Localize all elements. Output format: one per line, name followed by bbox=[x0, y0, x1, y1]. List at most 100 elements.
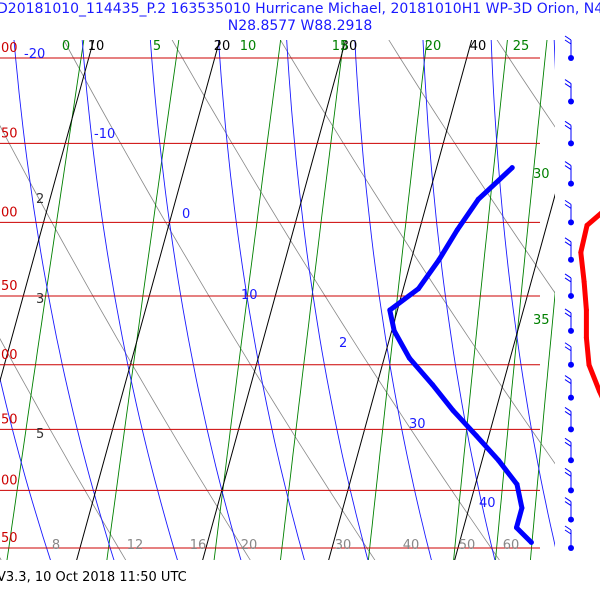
isotherm-line bbox=[454, 193, 555, 560]
wind-barb-flag bbox=[564, 165, 572, 171]
bottom-label: 20 bbox=[241, 538, 258, 553]
moist-adiabat-label: 40 bbox=[479, 496, 496, 511]
dry-adiabat bbox=[0, 125, 251, 560]
wind-barb-dot bbox=[568, 361, 574, 368]
wind-barb-dot bbox=[568, 292, 574, 299]
dewpoint-point bbox=[436, 257, 442, 263]
bottom-label: 8 bbox=[52, 538, 60, 553]
moist-adiabat bbox=[422, 40, 496, 560]
wind-barb-flag bbox=[564, 241, 572, 247]
moist-adiabat-label: -20 bbox=[24, 47, 45, 62]
moist-adiabat bbox=[490, 40, 555, 548]
top-temp-label: 30 bbox=[341, 39, 358, 54]
temperature-point bbox=[578, 249, 584, 255]
wind-barb-dot bbox=[568, 219, 574, 226]
wind-barb-flag bbox=[564, 203, 572, 209]
wind-barb-flag bbox=[564, 410, 572, 416]
top-mixing-label: 20 bbox=[425, 39, 442, 54]
bottom-label: 12 bbox=[127, 538, 144, 553]
pressure-label: 50 bbox=[1, 412, 18, 427]
wind-barb-dot bbox=[568, 394, 574, 401]
isotherm-line bbox=[0, 40, 95, 383]
top-mixing-label: 15 bbox=[332, 39, 349, 54]
moist-adiabat-label: 10 bbox=[241, 288, 258, 303]
wind-barb-dot bbox=[568, 516, 574, 523]
wind-barb-flag bbox=[564, 375, 572, 380]
top-temp-label: 40 bbox=[470, 39, 487, 54]
right-mixing-label: 30 bbox=[533, 167, 550, 182]
height-label: 5 bbox=[36, 427, 44, 442]
moist-adiabat bbox=[553, 40, 555, 71]
dry-adiabat bbox=[171, 40, 500, 560]
wind-barb-flag bbox=[564, 124, 572, 130]
moist-adiabat bbox=[354, 40, 432, 560]
wind-barb-flag bbox=[564, 529, 572, 535]
temperature-point bbox=[584, 222, 590, 228]
wind-barb-dot bbox=[568, 140, 574, 147]
dewpoint-point bbox=[406, 355, 412, 361]
temperature-point bbox=[583, 307, 589, 313]
isotherm-line bbox=[202, 40, 347, 560]
dry-adiabat bbox=[496, 40, 555, 128]
dewpoint-point bbox=[415, 286, 421, 292]
dry-adiabat bbox=[388, 40, 555, 294]
temperature-point bbox=[586, 362, 592, 368]
wind-barb-flag bbox=[564, 471, 572, 477]
mixing-ratio-line bbox=[367, 40, 428, 560]
top-mixing-label: 5 bbox=[153, 39, 161, 54]
moist-adiabat-label: -10 bbox=[94, 127, 115, 142]
top-mixing-label: 10 bbox=[240, 39, 257, 54]
moist-adiabat-label: 2 bbox=[339, 336, 347, 351]
wind-barb-flag bbox=[564, 237, 572, 243]
bottom-label: 16 bbox=[190, 538, 207, 553]
wind-barb-flag bbox=[564, 199, 572, 205]
moist-adiabat bbox=[286, 40, 369, 560]
mixing-ratio-line bbox=[453, 40, 508, 560]
right-mixing-label: 35 bbox=[533, 313, 550, 328]
dewpoint-point bbox=[514, 525, 520, 531]
dry-adiabat bbox=[279, 40, 555, 465]
wind-barb-flag bbox=[564, 437, 572, 443]
wind-barb-dot bbox=[568, 426, 574, 433]
wind-barb-flag bbox=[564, 79, 572, 84]
moist-adiabat bbox=[13, 40, 115, 560]
wind-barb-dot bbox=[568, 55, 574, 61]
wind-barb-flag bbox=[564, 342, 572, 348]
wind-barb-flag bbox=[564, 83, 572, 88]
wind-barb-flag bbox=[564, 312, 572, 318]
wind-barb-dot bbox=[568, 457, 574, 464]
dry-adiabat bbox=[63, 40, 376, 560]
mixing-ratio-line bbox=[529, 290, 555, 560]
wind-barb-flag bbox=[564, 467, 572, 473]
wind-barb-flag bbox=[564, 346, 572, 352]
chart-title: D20181010_114435_P.2 163535010 Hurricane… bbox=[0, 1, 600, 17]
temperature-point bbox=[581, 279, 587, 285]
pressure-label: 50 bbox=[1, 531, 18, 546]
dewpoint-point bbox=[514, 481, 520, 487]
pressure-label: 00 bbox=[1, 205, 18, 220]
bottom-label: 30 bbox=[335, 538, 352, 553]
moist-adiabat bbox=[81, 40, 178, 560]
dewpoint-point bbox=[450, 407, 456, 413]
wind-barb-flag bbox=[564, 273, 572, 279]
wind-barb-flag bbox=[564, 35, 572, 41]
moist-adiabat bbox=[0, 376, 51, 560]
wind-barb-dot bbox=[568, 327, 574, 334]
wind-barbs bbox=[564, 35, 574, 551]
wind-barb-flag bbox=[564, 441, 572, 447]
top-mixing-label: 25 bbox=[513, 39, 530, 54]
wind-barb-flag bbox=[564, 161, 572, 167]
dry-adiabat bbox=[0, 557, 2, 560]
dewpoint-point bbox=[454, 227, 460, 233]
bottom-label: 40 bbox=[403, 538, 420, 553]
moist-adiabat bbox=[149, 40, 242, 560]
wind-barb-dot bbox=[568, 487, 574, 494]
isobars bbox=[0, 57, 540, 549]
wind-barb-dot bbox=[568, 180, 574, 187]
bottom-label: 50 bbox=[459, 538, 476, 553]
temperature-point bbox=[583, 335, 589, 341]
